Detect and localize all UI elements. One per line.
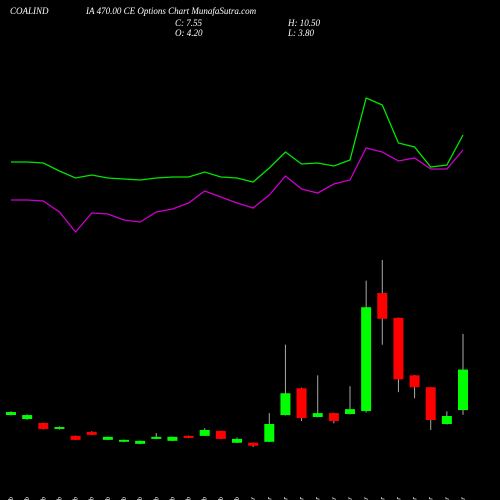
candle-body — [151, 436, 162, 439]
candle-body — [296, 388, 307, 419]
ma-line — [11, 97, 464, 183]
candle-body — [328, 413, 339, 421]
candle-body — [102, 436, 113, 440]
high-label: H: 10.50 — [287, 18, 320, 28]
candle-body — [167, 436, 178, 441]
candle-body — [215, 430, 226, 439]
x-tick-label: 04 Mar — [265, 497, 273, 500]
x-tick-label: 17 Feb — [104, 497, 112, 500]
candle-body — [312, 413, 323, 417]
candle-body — [22, 415, 33, 420]
x-tick-label: 10 Feb — [23, 497, 31, 500]
candle-body — [135, 440, 146, 444]
x-tick-label: 09 Feb — [7, 497, 15, 500]
x-tick-label: 17 Mar — [411, 497, 419, 500]
candle-body — [86, 431, 97, 435]
candle-body — [232, 438, 242, 443]
x-tick-label: 05 Mar — [281, 497, 289, 500]
close-label: C: 7.55 — [175, 18, 203, 28]
x-tick-label: 27 Feb — [233, 497, 241, 500]
x-tick-label: 11 Feb — [39, 497, 47, 500]
candle-body — [6, 412, 16, 416]
x-tick-label: 20 Mar — [459, 497, 467, 500]
x-tick-label: 20 Feb — [152, 497, 160, 500]
candle-body — [38, 423, 49, 429]
candle-body — [361, 307, 372, 412]
x-tick-label: 16 Feb — [88, 497, 96, 500]
low-label: L: 3.80 — [287, 28, 315, 38]
candle-body — [248, 442, 259, 446]
x-tick-label: 26 Feb — [217, 497, 225, 500]
symbol: COALIND — [10, 6, 49, 16]
candle-body — [345, 409, 355, 415]
candle-body — [393, 317, 404, 380]
x-tick-label: 18 Feb — [120, 497, 128, 500]
candle-body — [183, 435, 194, 438]
x-tick-label: 16 Mar — [394, 497, 402, 500]
x-tick-label: 06 Mar — [298, 497, 306, 500]
candle-body — [441, 416, 452, 425]
x-tick-label: 12 Mar — [362, 497, 370, 500]
candle-body — [264, 424, 275, 442]
candle-body — [54, 427, 65, 429]
x-tick-label: 19 Mar — [443, 497, 451, 500]
candle-body — [425, 387, 436, 421]
x-tick-label: 13 Mar — [378, 497, 386, 500]
candle-body — [199, 429, 210, 436]
candle-body — [70, 435, 81, 440]
x-tick-label: 11 Mar — [346, 497, 354, 500]
x-tick-label: 09 Mar — [314, 497, 322, 500]
x-tick-label: 02 Mar — [249, 497, 257, 500]
candle-body — [458, 369, 468, 411]
x-tick-label: 18 Mar — [427, 497, 435, 500]
x-tick-label: 19 Feb — [136, 497, 144, 500]
candle-body — [280, 393, 291, 416]
ma-line — [11, 147, 464, 234]
x-tick-label: 25 Feb — [201, 497, 209, 500]
open-label: O: 4.20 — [175, 28, 203, 38]
x-tick-label: 10 Mar — [330, 497, 338, 500]
candle-body — [119, 439, 129, 442]
x-tick-label: 12 Feb — [55, 497, 63, 500]
candle-body — [409, 375, 420, 388]
x-tick-label: 23 Feb — [168, 497, 176, 500]
x-tick-label: 13 Feb — [72, 497, 80, 500]
candle-body — [377, 293, 388, 319]
x-tick-label: 24 Feb — [185, 497, 193, 500]
subtitle: IA 470.00 CE Options Chart MunafaSutra.c… — [85, 6, 257, 16]
